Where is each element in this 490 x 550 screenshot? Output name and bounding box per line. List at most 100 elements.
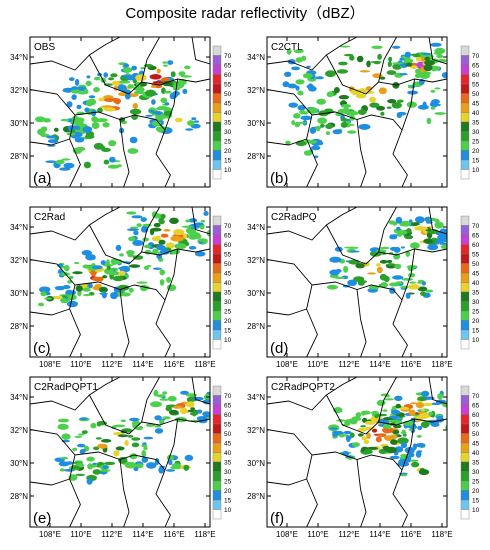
- border-line: [267, 207, 358, 241]
- echo-cell: [162, 391, 168, 395]
- border-line: [191, 207, 210, 235]
- echo-cell: [77, 433, 85, 436]
- echo-cell: [95, 437, 102, 440]
- echo-cell: [93, 87, 100, 93]
- echo-cell: [356, 55, 364, 63]
- border-line: [119, 289, 130, 357]
- echo-cell: [401, 278, 414, 281]
- echo-cell: [415, 53, 421, 58]
- echo-cell: [380, 111, 385, 116]
- colorbar-swatch: [212, 461, 222, 472]
- echo-cell: [422, 226, 429, 234]
- echo-cell: [364, 420, 376, 425]
- lon-tick-label: 112°E: [338, 530, 359, 539]
- echo-cell: [400, 406, 410, 410]
- colorbar-label: 20: [472, 148, 480, 155]
- colorbar-swatch: [460, 329, 470, 340]
- echo-cell: [72, 447, 78, 452]
- colorbar-label: 50: [472, 91, 480, 98]
- echo-cell: [90, 422, 97, 429]
- echo-cell: [315, 125, 321, 132]
- echo-cell: [61, 433, 71, 440]
- echo-cell: [94, 283, 102, 287]
- echo-cell: [101, 292, 107, 299]
- echo-cell: [159, 269, 165, 276]
- echo-cell: [66, 101, 73, 108]
- border-line: [155, 299, 171, 357]
- echo-cell: [104, 461, 116, 466]
- echo-cell: [408, 425, 418, 429]
- echo-cell: [396, 226, 401, 231]
- echo-cell: [417, 281, 423, 284]
- colorbar-label: 55: [224, 82, 232, 89]
- colorbar-swatch: [212, 112, 222, 123]
- echo-cell: [92, 469, 102, 475]
- echo-cell: [338, 95, 350, 100]
- echo-cell: [118, 80, 131, 84]
- echo-cell: [389, 234, 398, 240]
- echo-cell: [82, 126, 93, 133]
- colorbar-swatch: [460, 433, 470, 444]
- echo-cell: [91, 122, 100, 129]
- echo-cell: [332, 436, 338, 439]
- border-line: [69, 454, 81, 527]
- echo-cell: [425, 289, 434, 293]
- echo-cell: [43, 118, 51, 123]
- colorbar-label: 65: [224, 63, 232, 70]
- echo-cell: [380, 282, 388, 288]
- border-line: [30, 308, 70, 316]
- colorbar-swatch: [460, 320, 470, 331]
- echo-cell: [428, 411, 434, 416]
- lat-tick-label: 32°N: [247, 256, 265, 265]
- echo-cell: [334, 276, 346, 279]
- colorbar-swatch: [460, 83, 470, 94]
- echo-cell: [284, 71, 292, 78]
- panel-letter: (b): [270, 170, 288, 187]
- colorbar-label: 25: [472, 139, 480, 146]
- echo-cell: [404, 51, 411, 58]
- colorbar-swatch: [460, 55, 470, 66]
- colorbar-label: 10: [224, 167, 232, 174]
- echo-cell: [65, 289, 74, 296]
- panel-a: 34°N 32°N 30°N 28°N OBS (a) 70 65 60 55 50 45 40 35 30…: [10, 36, 232, 188]
- echo-cell: [151, 113, 156, 116]
- echo-cell: [200, 219, 206, 223]
- echo-cell: [329, 427, 338, 430]
- echo-cell: [415, 216, 425, 224]
- echo-cell: [400, 246, 405, 249]
- echo-cell: [406, 228, 412, 234]
- echo-cell: [76, 104, 82, 110]
- province-borders: [267, 377, 447, 527]
- echo-cell: [59, 167, 71, 171]
- echo-cell: [410, 242, 420, 249]
- echo-cell: [343, 430, 352, 435]
- echo-cell: [115, 446, 125, 451]
- colorbar-label: 40: [472, 280, 480, 287]
- colorbar-swatch: [460, 461, 470, 472]
- echo-cell: [405, 62, 413, 67]
- border-line: [164, 418, 179, 471]
- border-line: [378, 37, 397, 83]
- border-line: [267, 259, 403, 301]
- echo-cell: [60, 456, 69, 460]
- echo-cell: [194, 251, 206, 257]
- lat-tick-label: 28°N: [10, 492, 28, 501]
- border-line: [392, 299, 408, 357]
- echo-cell: [316, 98, 327, 105]
- lon-tick-label: 110°E: [307, 530, 328, 539]
- echo-cell: [68, 474, 78, 481]
- panel-letter: (c): [33, 340, 51, 357]
- colorbar-label: 70: [472, 53, 480, 60]
- colorbar-label: 45: [472, 271, 480, 278]
- border-line: [306, 454, 318, 527]
- echo-cell: [405, 292, 411, 299]
- echo-cell: [434, 87, 441, 90]
- echo-cell: [136, 281, 148, 284]
- colorbar-swatch: [460, 234, 470, 245]
- colorbar-swatch: [460, 471, 470, 482]
- colorbar-label: 25: [224, 479, 232, 486]
- colorbar-label: 25: [224, 139, 232, 146]
- echo-cell: [440, 244, 447, 249]
- colorbar-swatch: [460, 74, 470, 85]
- echo-cell: [74, 460, 83, 463]
